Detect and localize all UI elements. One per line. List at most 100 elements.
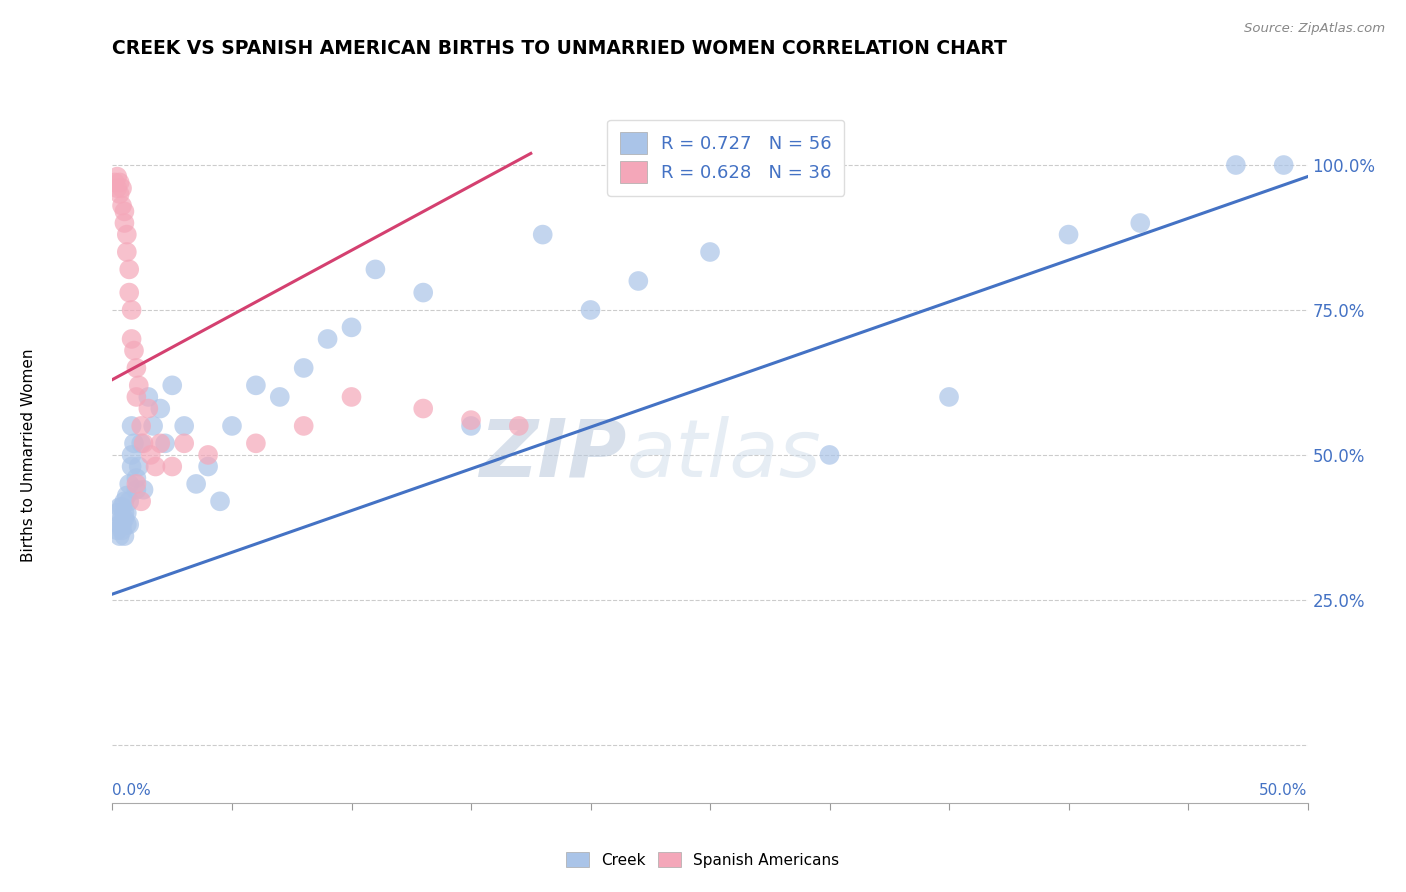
- Point: [818, 448, 841, 462]
- Point: [508, 419, 530, 434]
- Point: [149, 401, 172, 416]
- Point: [1225, 158, 1247, 172]
- Point: [108, 175, 131, 190]
- Point: [186, 476, 208, 491]
- Point: [121, 303, 143, 318]
- Point: [115, 489, 138, 503]
- Point: [114, 506, 135, 520]
- Text: 50.0%: 50.0%: [1260, 782, 1308, 797]
- Point: [132, 483, 155, 497]
- Point: [132, 436, 155, 450]
- Point: [122, 343, 145, 358]
- Point: [115, 227, 138, 242]
- Text: atlas: atlas: [626, 416, 821, 494]
- Point: [111, 517, 134, 532]
- Point: [121, 419, 143, 434]
- Point: [118, 262, 141, 277]
- Point: [111, 523, 134, 537]
- Point: [111, 500, 134, 514]
- Point: [699, 244, 721, 259]
- Point: [118, 517, 141, 532]
- Point: [111, 181, 134, 195]
- Point: [412, 401, 434, 416]
- Point: [114, 494, 135, 508]
- Point: [1272, 158, 1295, 172]
- Point: [121, 332, 143, 346]
- Point: [412, 285, 434, 300]
- Point: [531, 227, 554, 242]
- Point: [115, 517, 138, 532]
- Point: [316, 332, 339, 346]
- Point: [162, 378, 183, 392]
- Point: [245, 436, 267, 450]
- Point: [627, 274, 650, 288]
- Point: [121, 448, 143, 462]
- Point: [125, 390, 148, 404]
- Point: [579, 303, 602, 318]
- Point: [108, 187, 131, 202]
- Point: [125, 471, 148, 485]
- Text: Births to Unmarried Women: Births to Unmarried Women: [21, 348, 35, 562]
- Point: [111, 199, 134, 213]
- Point: [197, 459, 219, 474]
- Point: [121, 459, 143, 474]
- Point: [105, 181, 128, 195]
- Point: [208, 494, 231, 508]
- Point: [108, 500, 131, 514]
- Legend: R = 0.727   N = 56, R = 0.628   N = 36: R = 0.727 N = 56, R = 0.628 N = 36: [607, 120, 845, 196]
- Point: [162, 459, 183, 474]
- Point: [114, 529, 135, 543]
- Point: [129, 494, 152, 508]
- Point: [108, 517, 131, 532]
- Point: [221, 419, 243, 434]
- Point: [938, 390, 960, 404]
- Point: [153, 436, 176, 450]
- Point: [115, 506, 138, 520]
- Point: [292, 419, 315, 434]
- Point: [460, 419, 482, 434]
- Point: [292, 361, 315, 376]
- Point: [138, 401, 160, 416]
- Point: [129, 419, 152, 434]
- Text: CREEK VS SPANISH AMERICAN BIRTHS TO UNMARRIED WOMEN CORRELATION CHART: CREEK VS SPANISH AMERICAN BIRTHS TO UNMA…: [112, 39, 1007, 58]
- Point: [145, 459, 167, 474]
- Point: [115, 244, 138, 259]
- Point: [128, 378, 150, 392]
- Legend: Creek, Spanish Americans: Creek, Spanish Americans: [558, 844, 848, 875]
- Point: [104, 175, 127, 190]
- Point: [197, 448, 219, 462]
- Point: [122, 436, 145, 450]
- Point: [245, 378, 267, 392]
- Point: [118, 494, 141, 508]
- Point: [111, 511, 134, 525]
- Text: ZIP: ZIP: [479, 416, 626, 494]
- Point: [125, 361, 148, 376]
- Point: [1129, 216, 1152, 230]
- Point: [118, 285, 141, 300]
- Point: [149, 436, 172, 450]
- Point: [142, 419, 165, 434]
- Point: [364, 262, 387, 277]
- Point: [125, 476, 148, 491]
- Point: [105, 169, 128, 184]
- Point: [1057, 227, 1080, 242]
- Point: [114, 216, 135, 230]
- Point: [173, 419, 195, 434]
- Point: [105, 506, 128, 520]
- Point: [108, 529, 131, 543]
- Point: [105, 523, 128, 537]
- Point: [460, 413, 482, 427]
- Point: [138, 390, 160, 404]
- Point: [173, 436, 195, 450]
- Point: [269, 390, 291, 404]
- Text: 0.0%: 0.0%: [112, 782, 152, 797]
- Point: [139, 448, 162, 462]
- Text: Source: ZipAtlas.com: Source: ZipAtlas.com: [1244, 22, 1385, 36]
- Point: [340, 390, 363, 404]
- Point: [129, 436, 152, 450]
- Point: [114, 511, 135, 525]
- Point: [114, 204, 135, 219]
- Point: [125, 483, 148, 497]
- Point: [128, 459, 150, 474]
- Point: [118, 476, 141, 491]
